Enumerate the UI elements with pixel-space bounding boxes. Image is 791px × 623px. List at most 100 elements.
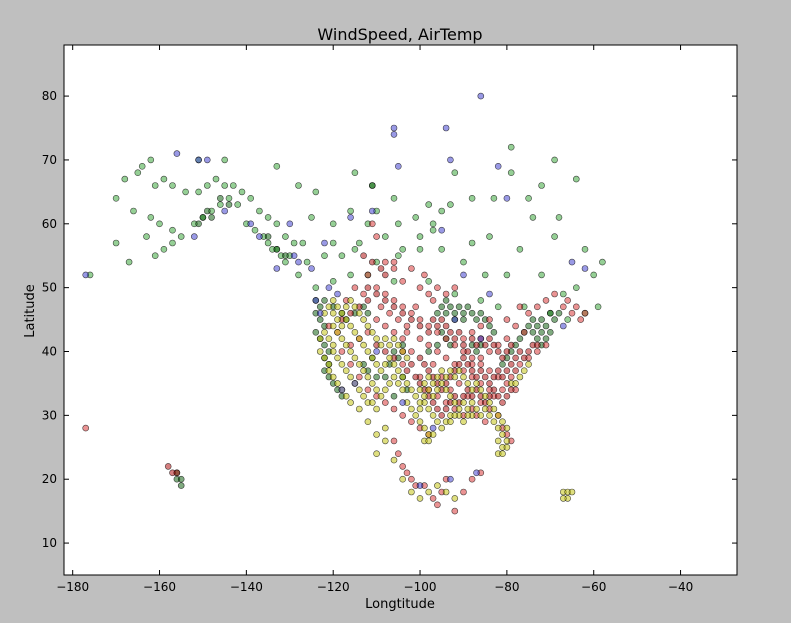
scatter-point-blue [347, 214, 354, 221]
scatter-point-dark_red [347, 309, 354, 317]
scatter-point-yellow [334, 328, 341, 336]
scatter-point-yellow [421, 424, 428, 432]
scatter-point-yellow [429, 380, 437, 387]
scatter-point-yellow [503, 443, 511, 451]
scatter-point-green [221, 182, 228, 189]
scatter-point-red [577, 316, 585, 323]
scatter-point-dark_red [507, 386, 515, 394]
scatter-point-dark_red [438, 412, 446, 419]
scatter-point-blue [473, 469, 480, 477]
scatter-point-yellow [355, 335, 363, 343]
y-tick-label: 80 [42, 89, 57, 103]
scatter-point-yellow [351, 303, 359, 311]
scatter-point-dark_red [464, 360, 472, 368]
scatter-point-yellow [373, 335, 380, 343]
scatter-point-dark_green [460, 316, 467, 323]
scatter-point-green [581, 246, 589, 253]
scatter-point-yellow [464, 412, 472, 419]
scatter-point-yellow [373, 431, 380, 438]
scatter-point-red [442, 335, 450, 343]
scatter-point-yellow [386, 354, 393, 362]
scatter-point-dark_green [368, 182, 376, 189]
scatter-point-green [169, 239, 176, 247]
scatter-point-green [494, 303, 502, 311]
scatter-point-red [425, 290, 433, 298]
scatter-point-dark_red [494, 348, 502, 355]
x-tick-label: −60 [581, 580, 606, 594]
scatter-point-green [312, 284, 320, 292]
scatter-point-yellow [447, 367, 454, 375]
scatter-point-yellow [334, 303, 341, 311]
scatter-point-yellow [338, 322, 346, 330]
scatter-point-yellow [494, 424, 502, 432]
scatter-point-green [451, 290, 459, 298]
scatter-point-green [516, 246, 524, 253]
scatter-point-green [394, 220, 402, 228]
scatter-point-red [451, 284, 459, 292]
scatter-point-dark_red [516, 348, 524, 355]
scatter-point-dark_green [425, 348, 433, 355]
scatter-point-dark_green [438, 303, 446, 311]
scatter-point-green [299, 239, 307, 247]
scatter-point-green [160, 175, 168, 183]
scatter-point-red [403, 469, 411, 477]
scatter-point-red [390, 328, 398, 336]
scatter-point-dark_red [468, 392, 476, 400]
scatter-point-dark_green [473, 316, 480, 323]
scatter-point-red [364, 386, 372, 394]
scatter-point-blue [447, 156, 454, 164]
scatter-point-green [329, 239, 337, 247]
scatter-point-red [542, 341, 550, 349]
scatter-point-dark_green [546, 328, 554, 336]
scatter-point-dark_green [321, 297, 328, 304]
scatter-point-red [373, 316, 380, 323]
scatter-point-green [217, 201, 224, 208]
scatter-point-green [529, 214, 537, 221]
scatter-point-red [381, 322, 389, 330]
scatter-point-green [551, 156, 558, 164]
scatter-point-red [434, 348, 441, 355]
scatter-point-red [408, 418, 415, 426]
scatter-point-dark_green [486, 322, 493, 330]
scatter-point-dark_green [542, 322, 550, 330]
scatter-point-dark_green [364, 309, 372, 317]
scatter-point-dark_red [512, 354, 519, 362]
scatter-point-yellow [477, 412, 485, 419]
scatter-point-dark_green [390, 348, 398, 355]
scatter-point-green [112, 239, 120, 247]
scatter-point-red [390, 258, 398, 266]
scatter-point-red [399, 412, 407, 419]
scatter-point-dark_red [481, 341, 489, 349]
scatter-point-yellow [460, 418, 467, 426]
scatter-point-yellow [347, 399, 354, 406]
scatter-point-dark_red [512, 367, 519, 375]
scatter-point-dark_red [368, 258, 376, 266]
scatter-point-dark_red [455, 360, 463, 368]
scatter-point-yellow [373, 405, 380, 413]
scatter-point-green [416, 233, 424, 240]
scatter-point-blue [312, 297, 320, 304]
scatter-point-red [503, 335, 511, 343]
scatter-point-yellow [373, 386, 380, 394]
scatter-point-green [177, 233, 185, 240]
scatter-point-yellow [455, 405, 463, 413]
scatter-point-blue [173, 150, 181, 157]
scatter-point-red [360, 290, 367, 298]
scatter-point-green [438, 207, 446, 215]
scatter-point-green [503, 271, 511, 279]
scatter-point-dark_green [204, 207, 211, 215]
scatter-point-red [542, 297, 550, 304]
scatter-point-yellow [473, 380, 480, 387]
scatter-point-dark_green [447, 303, 454, 311]
scatter-point-yellow [360, 392, 367, 400]
scatter-point-dark_red [421, 360, 428, 368]
scatter-point-dark_green [381, 373, 389, 381]
scatter-point-yellow [381, 386, 389, 394]
scatter-point-yellow [425, 405, 433, 413]
scatter-point-red [412, 303, 420, 311]
scatter-point-yellow [316, 335, 324, 343]
scatter-point-red [390, 265, 398, 272]
scatter-point-yellow [416, 399, 424, 406]
plot-area [64, 45, 737, 575]
scatter-point-blue [308, 265, 315, 272]
